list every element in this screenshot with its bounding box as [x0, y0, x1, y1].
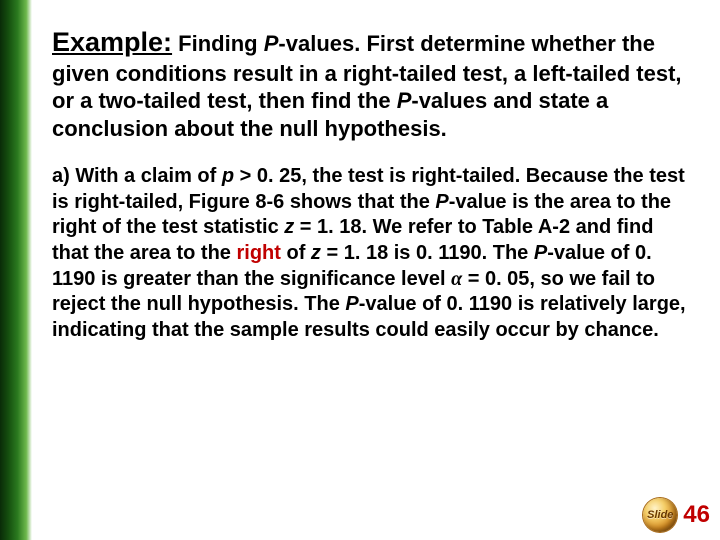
body-seg1: a) With a claim of [52, 165, 222, 187]
body-right-word: right [236, 242, 280, 264]
body-alpha: α [451, 268, 462, 290]
globe-label: Slide [647, 509, 673, 521]
heading-ital-p1: P [264, 31, 279, 56]
page-number: 46 [683, 501, 710, 529]
body-ital-z1: z [284, 216, 294, 238]
slide-content: Example: Finding P-values. First determi… [52, 26, 686, 343]
body-ital-P2: P [534, 242, 547, 264]
body-ital-P1: P [435, 191, 448, 213]
body-seg6: = 1. 18 is 0. 1190. The [321, 242, 534, 264]
slide-heading: Example: Finding P-values. First determi… [52, 26, 686, 142]
body-seg5: of [281, 242, 311, 264]
heading-text-a: Finding [172, 31, 264, 56]
example-label: Example: [52, 27, 172, 57]
body-ital-z2: z [311, 242, 321, 264]
slide-body: a) With a claim of p > 0. 25, the test i… [52, 164, 686, 343]
body-ital-P3: P [345, 293, 358, 315]
left-gradient-border [0, 0, 32, 540]
globe-icon: Slide [643, 498, 677, 532]
body-ital-p: p [222, 165, 234, 187]
heading-ital-p2: P [397, 88, 412, 113]
slide-footer: Slide 46 [643, 498, 710, 532]
